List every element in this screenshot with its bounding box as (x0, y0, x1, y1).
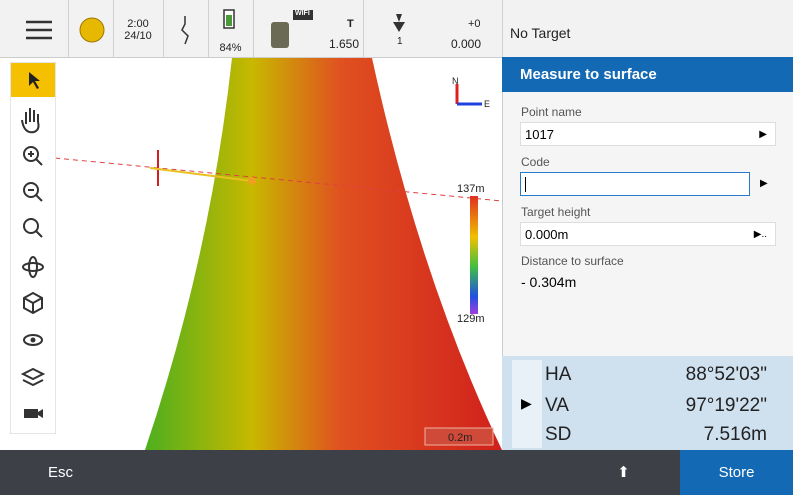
field-label: Code (521, 155, 550, 169)
store-button[interactable]: Store (680, 450, 793, 495)
readout-value: 97°19'22" (685, 395, 767, 416)
surface (145, 58, 502, 450)
measurement-line (149, 167, 253, 182)
zoom-out-tool[interactable] (23, 182, 39, 198)
clock: 2:00 24/10 (113, 0, 164, 57)
code-input[interactable] (520, 172, 750, 196)
battery: 84% (208, 0, 254, 57)
field-value: 0.000m (525, 227, 569, 242)
expand-arrow[interactable]: ▶ (521, 395, 532, 411)
visibility-tool[interactable] (23, 334, 43, 346)
projection-line (54, 157, 502, 202)
toolbar (10, 62, 56, 434)
north-label: N (452, 76, 459, 86)
time: 2:00 (127, 18, 149, 30)
target-height: 1.650 (329, 37, 360, 51)
esc-button[interactable]: Esc (0, 450, 122, 495)
field-label: Point name (521, 105, 582, 119)
layers-tool[interactable] (20, 367, 46, 387)
readout-value: 88°52'03" (685, 364, 767, 385)
field-label: Target height (521, 205, 591, 219)
readout-label: VA (545, 395, 569, 416)
readout-value: 7.516m (703, 424, 767, 445)
camera-tool[interactable] (24, 409, 38, 418)
target-status: No Target (510, 25, 571, 41)
orbit-tool[interactable] (22, 262, 44, 272)
color-bar (470, 196, 478, 314)
distance-label: Distance to surface (521, 254, 624, 268)
softkey (454, 450, 568, 495)
softkey (232, 450, 344, 495)
panel-title: Measure to surface (502, 57, 793, 92)
status-bar (0, 0, 793, 58)
offset-value: 0.000 (451, 37, 482, 51)
power-icon (163, 0, 209, 57)
scale-bar-label: 0.2m (448, 432, 472, 444)
target-label: T (347, 18, 354, 30)
east-label: E (484, 99, 490, 109)
readout-label: SD (545, 424, 572, 445)
pan-tool[interactable] (21, 108, 40, 134)
target-height-input[interactable]: 0.000m ▶.. (520, 222, 776, 246)
softkey (343, 450, 455, 495)
lock-number: 1 (397, 36, 403, 47)
instrument[interactable]: WIFI T 1.650 (253, 0, 364, 57)
map-view[interactable]: N E 137m 129m 0.2m (0, 58, 502, 450)
distance-value: - 0.304m (521, 274, 577, 290)
code-arrow[interactable]: ▶ (760, 178, 768, 189)
scale-max: 137m (457, 183, 485, 195)
softkey (121, 450, 233, 495)
globe-icon[interactable] (68, 0, 114, 57)
radio-label: WIFI (295, 10, 310, 17)
target-point (248, 177, 256, 185)
zoom-extents-tool[interactable] (23, 218, 39, 234)
readouts (502, 356, 793, 450)
scale-min: 129m (457, 313, 485, 325)
zoom-in-tool[interactable] (23, 146, 39, 162)
readout-label: HA (545, 364, 572, 385)
up-button[interactable]: ⬆ (567, 450, 681, 495)
battery-level: 84% (219, 42, 242, 54)
scale-bar (424, 427, 494, 446)
offset: +0 (468, 18, 481, 30)
station[interactable]: 1 +0 0.000 (363, 0, 503, 57)
field-value: 1017 (525, 127, 554, 142)
menu-button[interactable] (0, 0, 69, 57)
point-name-input[interactable]: 1017 ▶ (520, 122, 776, 146)
date: 24/10 (124, 30, 152, 42)
view-tool[interactable] (23, 291, 43, 315)
